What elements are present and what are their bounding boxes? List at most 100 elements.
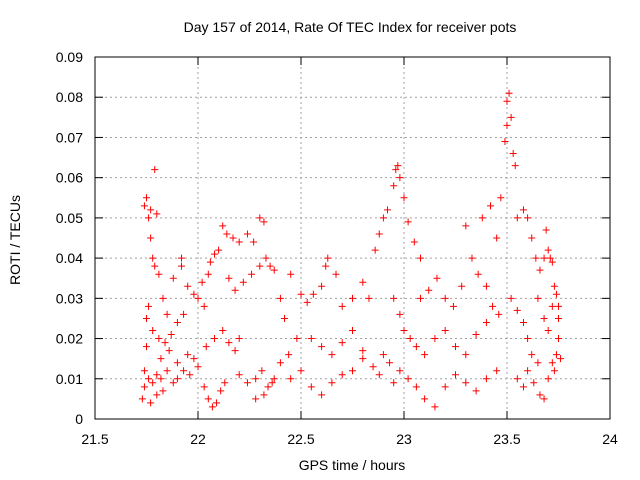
data-point (550, 367, 558, 375)
data-point (322, 262, 330, 270)
data-point (416, 294, 424, 302)
data-point (215, 246, 223, 254)
data-point (359, 278, 367, 286)
data-point (143, 194, 150, 202)
data-point (482, 282, 490, 290)
y-tick-label: 0.06 (56, 170, 83, 186)
data-point (555, 302, 562, 310)
data-point (157, 375, 165, 383)
data-point (285, 351, 293, 359)
data-point (210, 335, 218, 343)
data-point (223, 230, 231, 238)
data-point (213, 399, 221, 407)
data-point (190, 355, 198, 363)
data-point (270, 375, 278, 383)
data-point (507, 113, 515, 121)
data-point (404, 218, 412, 226)
data-point (270, 266, 278, 274)
data-point (375, 371, 383, 379)
data-point (217, 387, 225, 395)
data-point (390, 294, 398, 302)
data-point (173, 375, 181, 383)
data-point (396, 310, 404, 318)
data-point (421, 395, 429, 403)
data-point (163, 310, 171, 318)
data-point (482, 318, 490, 326)
data-point (145, 375, 153, 383)
data-point (359, 355, 367, 363)
data-point (431, 335, 439, 343)
data-point (143, 343, 150, 351)
chart-title: Day 157 of 2014, Rate Of TEC Index for r… (184, 19, 517, 35)
data-point (262, 254, 270, 262)
data-point (309, 290, 317, 298)
data-point (225, 274, 233, 282)
data-point (371, 246, 379, 254)
data-point (276, 294, 284, 302)
data-point (524, 335, 532, 343)
data-point (149, 327, 157, 335)
data-point (557, 355, 565, 363)
data-point (365, 294, 373, 302)
data-point (260, 391, 268, 399)
data-point (194, 294, 202, 302)
data-point (169, 274, 177, 282)
data-point (258, 367, 266, 375)
data-points (138, 89, 565, 411)
data-point (375, 230, 383, 238)
data-point (204, 395, 212, 403)
data-point (140, 383, 148, 391)
data-point (200, 302, 208, 310)
data-point (184, 351, 192, 359)
data-point (462, 379, 470, 387)
data-point (513, 375, 521, 383)
data-point (505, 89, 513, 97)
data-point (379, 351, 387, 359)
data-point (548, 359, 556, 367)
data-point (384, 206, 392, 214)
data-point (190, 290, 198, 298)
data-point (503, 97, 511, 105)
data-point (540, 395, 548, 403)
data-point (268, 379, 276, 387)
data-point (519, 318, 527, 326)
x-axis-title: GPS time / hours (299, 457, 406, 473)
data-point (276, 359, 284, 367)
data-point (231, 286, 239, 294)
data-point (307, 335, 315, 343)
data-point (225, 339, 233, 347)
data-point (204, 270, 212, 278)
data-point (349, 327, 356, 335)
data-point (552, 351, 560, 359)
data-point (149, 254, 157, 262)
data-point (194, 363, 202, 371)
data-point (208, 403, 216, 411)
data-point (452, 343, 459, 351)
data-point (153, 371, 161, 379)
data-point (252, 375, 260, 383)
data-point (404, 375, 412, 383)
y-tick-label: 0.07 (56, 129, 83, 145)
data-point (243, 379, 251, 387)
data-point (173, 359, 181, 367)
data-point (186, 371, 194, 379)
data-point (287, 270, 295, 278)
data-point (482, 375, 490, 383)
data-point (206, 258, 214, 266)
data-point (159, 387, 167, 395)
data-point (256, 214, 264, 222)
data-point (219, 327, 227, 335)
y-tick-label: 0.09 (56, 49, 83, 65)
x-tick-label: 23.5 (493, 431, 520, 447)
data-point (390, 379, 398, 387)
data-point (178, 254, 186, 262)
data-point (159, 294, 167, 302)
data-point (167, 331, 175, 339)
data-point (359, 347, 367, 355)
x-tick-label: 24 (602, 431, 618, 447)
data-point (472, 387, 480, 395)
data-point (550, 282, 558, 290)
data-point (548, 302, 556, 310)
data-point (462, 351, 470, 359)
data-point (449, 302, 457, 310)
